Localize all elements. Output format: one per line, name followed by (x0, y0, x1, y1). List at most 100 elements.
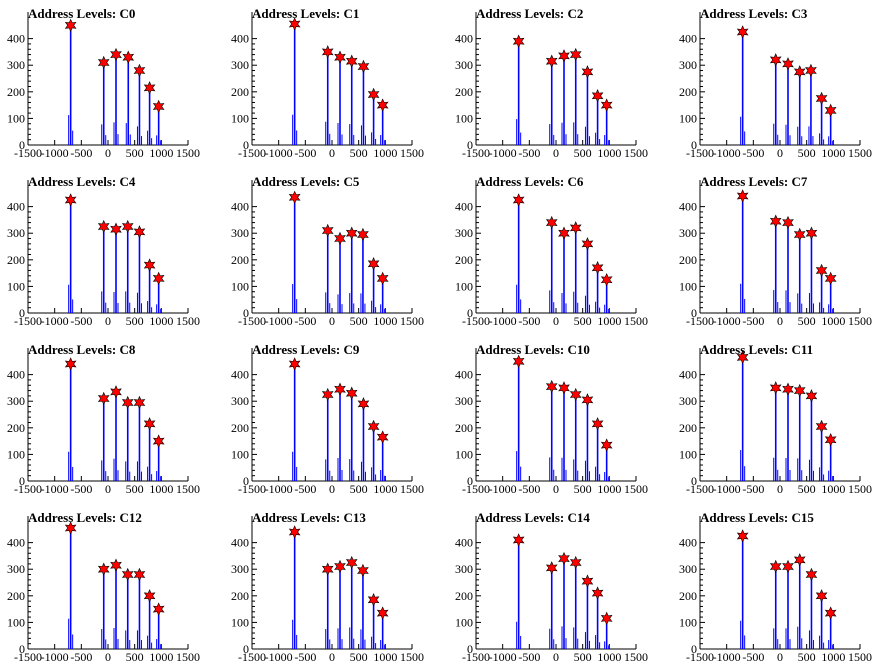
peak-star-marker (288, 17, 301, 31)
peak-star-marker (110, 47, 122, 62)
peak-star-marker (512, 34, 525, 49)
chart-panel: 0 100 200 300 400 -1500 -1000 -500 0 500 1000 1500 A… (448, 168, 672, 336)
x-tick-label: 500 (126, 314, 144, 328)
peak-star-marker (591, 261, 604, 275)
chart-title: Address Levels: C1 (252, 6, 360, 21)
x-tick-label: 1500 (624, 482, 648, 496)
y-tick-label: 400 (231, 200, 249, 214)
y-tick-label: 400 (7, 536, 25, 550)
x-tick-label: 1000 (821, 650, 845, 664)
x-tick-label: 1000 (373, 650, 397, 664)
peak-star-marker (334, 50, 346, 64)
peak-star-marker (133, 63, 146, 78)
x-tick-label: 500 (798, 482, 816, 496)
peak-star-marker (591, 89, 604, 103)
peak-star-marker (600, 98, 613, 112)
peak-star-marker (97, 55, 110, 70)
peak-star-marker (782, 382, 794, 396)
y-tick-label: 100 (679, 615, 697, 629)
peak-star-marker (357, 563, 369, 578)
x-tick-label: -500 (294, 650, 316, 664)
x-tick-label: 1000 (373, 314, 397, 328)
peak-star-marker (376, 98, 389, 112)
peak-star-marker (512, 354, 525, 369)
peak-star-marker (512, 193, 525, 207)
x-tick-label: -500 (518, 314, 540, 328)
y-tick-label: 400 (455, 200, 473, 214)
x-tick-label: -500 (294, 146, 316, 160)
peak-star-marker (769, 381, 782, 395)
y-tick-label: 0 (467, 474, 473, 488)
x-tick-label: 1000 (597, 314, 621, 328)
x-tick-label: 1500 (400, 314, 424, 328)
peak-star-marker (110, 558, 122, 572)
x-tick-label: -1500 (238, 314, 266, 328)
y-tick-label: 300 (455, 394, 473, 408)
x-tick-label: -1000 (265, 146, 293, 160)
chart-panel: 0 100 200 300 400 -1500 -1000 -500 0 500 1000 1500 A… (224, 336, 448, 504)
x-tick-label: 500 (574, 482, 592, 496)
x-tick-label: 1500 (624, 650, 648, 664)
peak-star-marker (152, 99, 165, 114)
peak-star-marker (805, 389, 818, 403)
x-tick-label: 1500 (624, 146, 648, 160)
y-tick-label: 200 (7, 421, 25, 435)
y-tick-label: 100 (455, 111, 473, 125)
y-tick-label: 100 (231, 111, 249, 125)
peak-star-marker (815, 419, 828, 434)
x-tick-label: 500 (574, 314, 592, 328)
y-tick-label: 300 (679, 226, 697, 240)
y-tick-label: 300 (679, 394, 697, 408)
y-tick-label: 100 (231, 447, 249, 461)
peak-star-marker (357, 227, 369, 242)
x-tick-label: -500 (742, 314, 764, 328)
y-tick-label: 300 (7, 562, 25, 576)
x-tick-label: 0 (105, 146, 111, 160)
peak-star-marker (376, 271, 389, 286)
x-tick-label: 500 (798, 650, 816, 664)
y-tick-label: 400 (231, 536, 249, 550)
chart-title: Address Levels: C10 (476, 342, 590, 357)
y-tick-label: 0 (467, 138, 473, 152)
x-tick-label: -1500 (14, 314, 42, 328)
peak-star-marker (805, 226, 818, 240)
peak-star-marker (793, 227, 806, 242)
x-tick-label: -1500 (686, 482, 714, 496)
peak-star-marker (824, 103, 837, 118)
peak-star-marker (110, 385, 122, 399)
peak-star-marker (133, 395, 146, 410)
x-tick-label: -1500 (14, 482, 42, 496)
x-tick-label: -500 (742, 482, 764, 496)
y-tick-label: 400 (7, 200, 25, 214)
chart-title: Address Levels: C7 (700, 174, 808, 189)
chart-svg: 0 100 200 300 400 -1500-1000 -500 0 500 1000 1500 (7, 180, 200, 328)
peak-star-marker (815, 589, 828, 603)
x-tick-label: -1500 (462, 146, 490, 160)
x-tick-label: 1000 (821, 314, 845, 328)
x-tick-label: -1000 (41, 482, 69, 496)
y-tick-label: 300 (231, 226, 249, 240)
y-tick-label: 0 (691, 474, 697, 488)
x-tick-label: -1500 (14, 146, 42, 160)
x-tick-label: -1500 (686, 146, 714, 160)
x-tick-label: 1000 (149, 482, 173, 496)
x-tick-label: -500 (742, 650, 764, 664)
chart-svg: 0 100 200 300 400 -1500-1000 -500 0 500 1000 1500 (679, 516, 872, 664)
y-tick-label: 200 (455, 421, 473, 435)
y-tick-label: 200 (455, 589, 473, 603)
x-tick-label: -1500 (238, 146, 266, 160)
peak-star-marker (334, 231, 346, 246)
x-tick-label: 0 (777, 650, 783, 664)
peak-star-marker (545, 379, 558, 394)
chart-title: Address Levels: C3 (700, 6, 808, 21)
peak-star-marker (600, 438, 613, 452)
y-tick-label: 400 (455, 32, 473, 46)
chart-title: Address Levels: C12 (28, 510, 142, 525)
peak-star-marker (600, 611, 613, 626)
chart-title: Address Levels: C6 (476, 174, 584, 189)
chart-svg: 0 100 200 300 400 -1500-1000 -500 0 500 1000 1500 (7, 12, 200, 160)
chart-svg: 0 100 200 300 400 -1500-1000 -500 0 500 1000 1500 (231, 12, 424, 160)
peak-star-marker (97, 391, 110, 406)
peak-star-marker (64, 357, 77, 371)
